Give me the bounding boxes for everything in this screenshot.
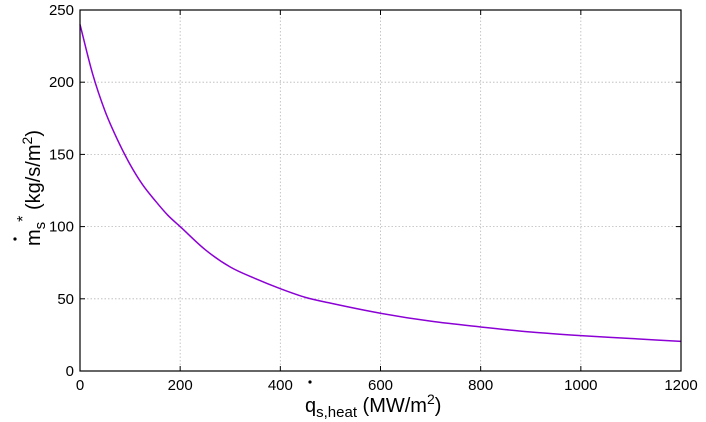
- ticks: [79, 9, 682, 372]
- y-axis-title: ms* (kg/s/m2): [13, 130, 49, 246]
- x-axis-unit-sup: 2: [427, 391, 435, 407]
- x-tick-label: 200: [168, 377, 193, 394]
- x-tick-label: 1200: [664, 377, 697, 394]
- x-tick-label: 800: [468, 377, 493, 394]
- x-tick-label: 600: [368, 377, 393, 394]
- y-tick-label: 150: [49, 146, 74, 163]
- svg-text:ms* (kg/s/m2): ms* (kg/s/m2): [15, 130, 49, 246]
- plot-frame: [79, 9, 682, 372]
- x-tick-label: 0: [76, 377, 84, 394]
- curve-layer: [79, 24, 682, 343]
- y-tick-label: 0: [66, 363, 74, 380]
- y-tick-label: 50: [57, 291, 74, 308]
- x-axis-unit-close: ): [435, 395, 442, 417]
- y-axis-dot-accent: [13, 237, 17, 241]
- y-axis-superscript: *: [15, 216, 32, 222]
- x-axis-unit: (MW/m: [357, 395, 427, 417]
- x-axis-dot-accent: [308, 380, 312, 384]
- y-tick-label: 200: [49, 74, 74, 91]
- y-tick-label: 100: [49, 219, 74, 236]
- grid: [80, 10, 681, 371]
- y-axis-unit-sup: 2: [19, 136, 35, 144]
- y-axis-subscript: s: [32, 222, 49, 230]
- x-axis-subscript: s,heat: [316, 404, 358, 421]
- x-axis-title: qs,heat (MW/m2): [305, 380, 441, 421]
- y-tick-label: 250: [49, 2, 74, 19]
- y-axis-symbol: m: [23, 229, 45, 246]
- y-axis-unit-close: ): [23, 130, 45, 137]
- y-axis-unit: (kg/s/m: [23, 144, 45, 215]
- x-axis-symbol: q: [305, 395, 316, 417]
- svg-text:qs,heat (MW/m2): qs,heat (MW/m2): [305, 391, 441, 421]
- series-line: [79, 24, 682, 343]
- y-tick-labels: 0 50 100 150 200 250: [49, 2, 74, 380]
- x-tick-labels: 0 200 400 600 800 1000 1200: [76, 377, 698, 394]
- x-tick-label: 400: [268, 377, 293, 394]
- x-tick-label: 1000: [564, 377, 597, 394]
